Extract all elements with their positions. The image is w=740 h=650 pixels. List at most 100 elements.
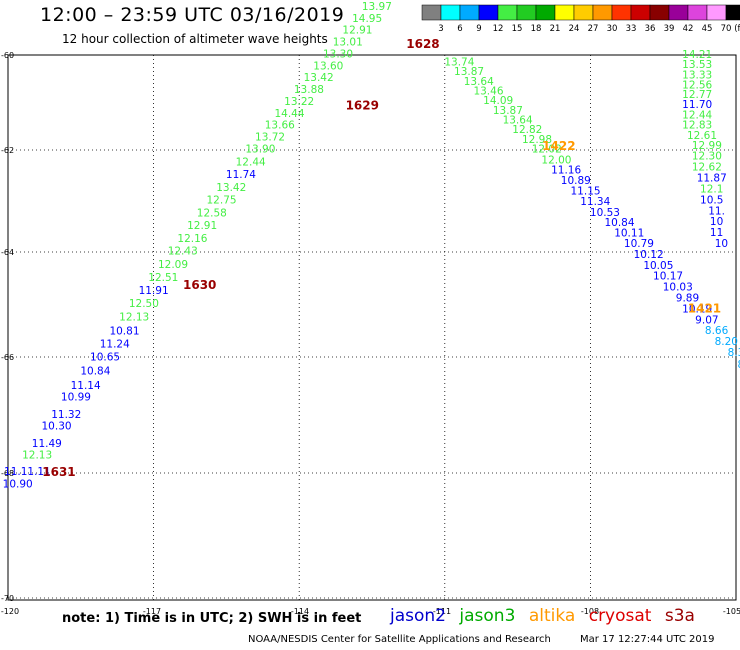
swh-label: 12.51 [148,272,178,284]
swh-label: 12.13 [22,450,52,462]
swh-label: 12.50 [129,298,159,310]
colorbar-label: 42 [683,24,694,34]
swh-label: 11.70 [682,99,712,111]
swh-label: 12.43 [168,246,198,258]
swh-label: 11.11.11 [4,466,51,478]
swh-label: 10.84 [80,365,110,377]
swh-label: 13.53 [682,59,712,71]
swh-label: 13.64 [503,114,533,126]
swh-label: 12.1 [700,183,723,195]
colorbar-label: 45 [702,24,713,34]
swh-label: 14.95 [352,13,382,25]
swh-label: 11.32 [51,409,81,421]
swh-label: 11.49 [32,438,62,450]
colorbar-label: 24 [569,24,580,34]
x-tick-label: -114 [291,607,309,616]
swh-label: 11.87 [697,173,727,185]
swh-label: 13.42 [216,182,246,194]
chart-subtitle: 12 hour collection of altimeter wave hei… [62,32,328,46]
swh-label: 12.91 [342,25,372,37]
plot-frame [7,54,737,601]
swh-label: 14.21 [682,49,712,61]
swh-label: 11. [708,205,725,217]
swh-label: 13.87 [493,105,523,117]
swh-label: 12.00 [541,154,571,166]
chart-title: 12:00 – 23:59 UTC 03/16/2019 [40,4,345,26]
swh-label: 10.89 [561,175,591,187]
swh-label: 10.03 [663,281,693,293]
swh-label: 9.07 [695,314,718,326]
colorbar-label: 18 [531,24,542,34]
footer-credit: NOAA/NESDIS Center for Satellite Applica… [248,634,551,645]
swh-label: 13.74 [444,56,474,68]
sat-jason2: jason2 [390,606,446,626]
swh-label: 10.79 [624,238,654,250]
swh-label: 9.89 [676,292,699,304]
swh-label: 8.3 [728,347,740,359]
colorbar-swatch [554,4,575,21]
swh-label: 10 [710,216,723,228]
swh-label: 8.20 [715,336,738,348]
swh-label: 13.97 [362,1,392,13]
swh-label: 13.66 [265,120,295,132]
swh-label: 13.90 [245,144,275,156]
swh-label: 12.62 [692,161,722,173]
swh-label: 11.14 [71,380,101,392]
colorbar-swatch [573,4,594,21]
swh-label: 12.16 [177,233,207,245]
colorbar-swatch [592,4,613,21]
y-tick-label: -64 [1,248,14,257]
swh-label: 12.13 [119,311,149,323]
swh-label: 13.42 [304,72,334,84]
swh-label: 10.11 [614,228,644,240]
colorbar-swatch [497,4,518,21]
colorbar-swatch [535,4,556,21]
swh-label: 12.91 [187,220,217,232]
swh-label: 11.15 [571,185,601,197]
swh-label: 14.09 [483,95,513,107]
swh-label: 12.58 [197,207,227,219]
colorbar-swatch [649,4,670,21]
colorbar-swatch [668,4,689,21]
swh-label: 12.44 [236,156,266,168]
swh-label: 12.44 [682,110,712,122]
swh-label: 13.60 [313,60,343,72]
colorbar-label: 3 [438,24,443,34]
colorbar-swatch [725,4,740,21]
chart-axes: -60 -62 -64 -66 -68 -70 -120 -117 -114 -111 -108 -1… [1,51,740,616]
swh-label: 10.90 [3,478,33,490]
swh-label: 13.87 [454,66,484,78]
swh-label: 11 [710,227,723,239]
swh-label: 12.02 [532,144,562,156]
sat-jason3: jason3 [459,606,516,626]
swh-label: 10.99 [61,392,91,404]
colorbar-label: 70 [721,24,732,34]
swh-label: 11.34 [580,196,610,208]
swh-label: 10.30 [42,421,72,433]
x-tick-label: -120 [1,607,19,616]
chart-grid [7,54,737,601]
x-tick-label: -108 [581,607,599,616]
sat-cryosat: cryosat [588,606,652,626]
swh-label: 12.82 [512,124,542,136]
swh-label: 10.81 [109,325,139,337]
colorbar-label: 15 [512,24,523,34]
swh-label: 12.77 [682,89,712,101]
swh-label: 10.12 [634,249,664,261]
swh-label: 11.74 [226,169,256,181]
x-tick-label: -111 [433,607,451,616]
swh-label: 12.56 [682,79,712,91]
footer-note: note: 1) Time is in UTC; 2) SWH is in fe… [62,611,362,626]
swh-label: 12.99 [692,140,722,152]
swh-label: 13.30 [323,48,353,60]
swh-label: 8.66 [705,325,729,337]
colorbar-label: 27 [588,24,599,34]
y-tick-label: -60 [1,51,14,60]
swh-label: 10.84 [604,217,634,229]
colorbar-label: 21 [550,24,561,34]
swh-label: 8 [738,359,740,371]
swh-label: 10.53 [590,207,620,219]
footer-timestamp: Mar 17 12:27:44 UTC 2019 [580,634,715,645]
